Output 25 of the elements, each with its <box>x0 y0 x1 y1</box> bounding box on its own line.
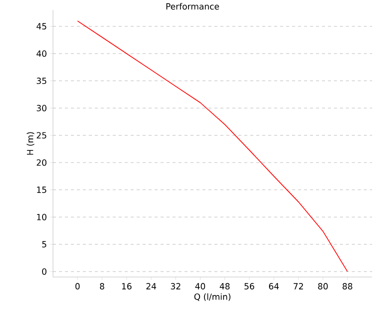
x-axis-title: Q (l/min) <box>194 293 230 301</box>
y-tick-label: 40 <box>36 50 46 57</box>
y-tick-label: 35 <box>36 78 46 84</box>
y-tick-label: 5 <box>42 241 46 248</box>
x-tick-label: 24 <box>146 283 156 290</box>
x-tick-label: 8 <box>100 283 104 290</box>
y-tick-label: 25 <box>36 132 46 139</box>
x-tick-label: 64 <box>269 283 279 290</box>
x-tick-label: 72 <box>294 283 303 290</box>
x-tick-label: 32 <box>170 283 180 290</box>
y-tick-label: 20 <box>36 159 46 166</box>
y-tick-label: 30 <box>36 104 46 112</box>
x-tick-label: 16 <box>122 283 132 290</box>
chart-title: Performance <box>166 3 219 10</box>
x-tick-label: 40 <box>195 283 206 290</box>
y-axis-title: H (m) <box>26 132 34 155</box>
x-tick-label: 88 <box>342 283 352 290</box>
x-tick-label: 80 <box>318 283 328 290</box>
x-tick-label: 0 <box>75 283 80 290</box>
y-tick-label: 0 <box>42 268 46 275</box>
x-tick-label: 48 <box>220 283 230 290</box>
y-tick-label: 15 <box>37 186 46 193</box>
y-tick-label: 10 <box>37 214 46 220</box>
y-tick-label: 45 <box>36 23 46 30</box>
x-tick-label: 56 <box>244 283 254 290</box>
